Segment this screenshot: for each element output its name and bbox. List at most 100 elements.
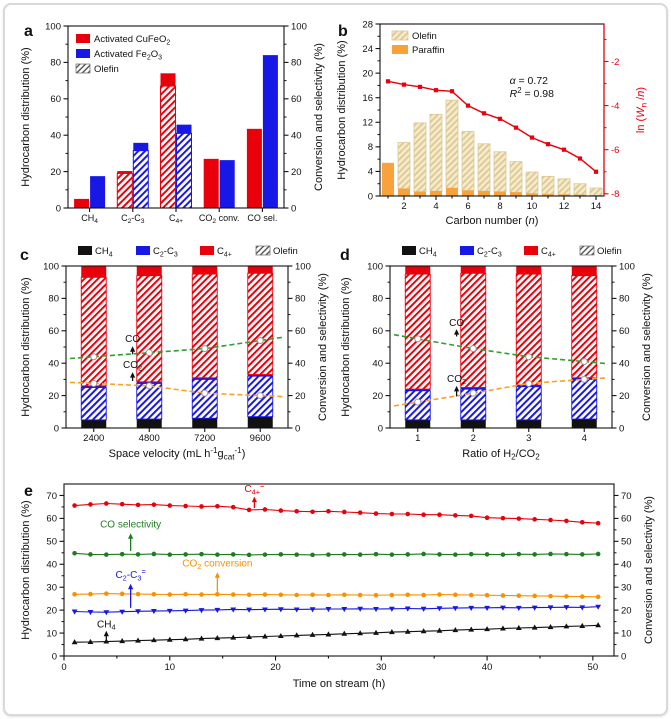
legend-label: C4+ — [217, 246, 232, 258]
bar-olefin — [557, 178, 571, 195]
bar-ch4 — [192, 418, 218, 428]
y-tick-label: 0 — [56, 203, 61, 214]
x-tick-label: 2 — [401, 201, 406, 212]
y-tick-label: 40 — [372, 359, 383, 370]
y-tick-label: 10 — [621, 628, 632, 639]
bar-paraffin — [446, 188, 458, 196]
y-tick-label: 0 — [368, 191, 373, 202]
y-tick-label: 80 — [48, 294, 59, 305]
bar-olefin — [445, 99, 459, 189]
y-tick-label: 70 — [46, 491, 57, 502]
legend-swatch — [524, 246, 538, 255]
y-axis-title-right: Conversion and selectivity (%) — [313, 43, 325, 191]
y-tick-label: 80 — [619, 294, 630, 305]
bar-c4-olefin — [404, 273, 431, 390]
asf-line-group — [385, 79, 599, 174]
y-tick-label: 20 — [46, 605, 57, 616]
bar-paraffin — [462, 190, 474, 196]
y-tick-label: 30 — [621, 583, 632, 594]
x-tick-label: 6 — [465, 201, 470, 212]
bar-paraffin — [382, 162, 394, 196]
bars-group — [382, 99, 603, 196]
bar-paraffin — [542, 194, 554, 196]
y-axis-title-right: Conversion and selectivity (%) — [317, 273, 329, 421]
legend-swatch — [579, 245, 595, 256]
bar-olefin — [461, 131, 475, 191]
y-tick-label: 24 — [362, 44, 373, 55]
annotation-co: CO — [449, 318, 464, 329]
lines-group — [393, 333, 609, 407]
axes-group: 0 10 20 30 40 50 60 70 0 10 20 30 40 50 60 70 — [46, 491, 631, 663]
x-axis-title: Carbon number (n) — [446, 215, 539, 227]
bar-olefin — [132, 150, 149, 209]
y-tick-label: 16 — [362, 93, 373, 104]
bar-paraffin — [574, 194, 586, 196]
bars-group — [80, 266, 274, 428]
y-tick-label: 40 — [48, 359, 59, 370]
y-tick-label: -4 — [611, 101, 619, 112]
bars-group — [74, 55, 278, 209]
x-tick-label: 10 — [527, 201, 538, 212]
y-tick-label: 60 — [372, 326, 383, 337]
legend-swatch — [200, 246, 214, 255]
y-tick-label: 60 — [619, 326, 630, 337]
axes-group: 0 20 40 60 80 100 0 20 40 60 80 100 — [43, 261, 311, 434]
bar-paraffin — [558, 194, 570, 196]
x-tick-label: 3 — [526, 433, 531, 444]
y-tick-label: 0 — [378, 423, 383, 434]
y-axis-title-right: ln (Wn /n) — [635, 87, 649, 133]
y-tick-label: 100 — [291, 21, 307, 32]
bar-paraffin — [510, 192, 522, 196]
y-tick-label: 40 — [619, 359, 630, 370]
y-tick-label: 0 — [54, 423, 59, 434]
bar-paraffin — [430, 191, 442, 196]
y-tick-label: 40 — [50, 131, 61, 142]
y-tick-label: 100 — [45, 21, 61, 32]
bar-solid — [74, 198, 90, 208]
chart-e: 0 10 20 30 40 50 60 70 0 10 20 30 40 50 60 70 0 10 20 30 40 5… — [20, 481, 655, 690]
bar-c4-paraffin — [405, 266, 431, 275]
alpha-annotation: α = 0.72 — [510, 75, 549, 87]
x-tick-label: 2 — [471, 433, 476, 444]
y-tick-label: 100 — [43, 261, 59, 272]
y-tick-label: 100 — [619, 261, 635, 272]
bar-c23-olefin — [571, 378, 598, 420]
bar-c23-paraffin — [460, 387, 486, 390]
legend-label: CH4 — [419, 246, 437, 258]
y-tick-label: 60 — [295, 326, 306, 337]
bar-olefin — [589, 187, 603, 196]
x-tick-label: 2400 — [83, 433, 104, 444]
y-tick-label: 40 — [621, 560, 632, 571]
annotation-c4: C4+= — [244, 481, 264, 496]
y-tick-label: 0 — [621, 651, 626, 662]
y-tick-label: -8 — [611, 189, 619, 200]
panel-letter-e: e — [24, 483, 33, 500]
legend-swatch — [255, 245, 271, 256]
bar-c4-olefin — [247, 272, 274, 375]
annotations-group: CO CO2 — [447, 318, 466, 397]
x-tick-label: C4+ — [169, 213, 183, 225]
y-tick-label: 50 — [46, 537, 57, 548]
legend-label: Activated CuFeO2 — [94, 34, 170, 46]
bar-solid — [90, 176, 106, 208]
x-axis-title: Space velocity (mL h-1gcat-1) — [109, 446, 246, 462]
y-tick-label: 100 — [367, 261, 383, 272]
legend-swatch — [76, 49, 90, 58]
legend-label: Olefin — [273, 246, 298, 257]
y-tick-label: 12 — [362, 118, 373, 129]
x-tick-label: 1 — [415, 433, 420, 444]
bar-ch4 — [460, 419, 486, 428]
bar-olefin — [525, 171, 539, 194]
bar-solid — [160, 73, 176, 87]
legend-group: CH4 C2-C3 C4+ Olefin — [402, 245, 622, 258]
legend-swatch — [460, 246, 474, 255]
bar-olefin — [160, 85, 176, 209]
bar-c4-olefin — [460, 272, 487, 388]
y-axis-title-right: Conversion and selectivity (%) — [643, 496, 655, 644]
y-tick-label: 30 — [46, 583, 57, 594]
legend-swatch — [402, 246, 416, 255]
bar-c4-olefin — [80, 276, 107, 387]
bar-c4-paraffin — [192, 266, 218, 275]
panel-letter-d: d — [340, 247, 350, 264]
legend-label: Activated Fe2O3 — [94, 49, 162, 61]
